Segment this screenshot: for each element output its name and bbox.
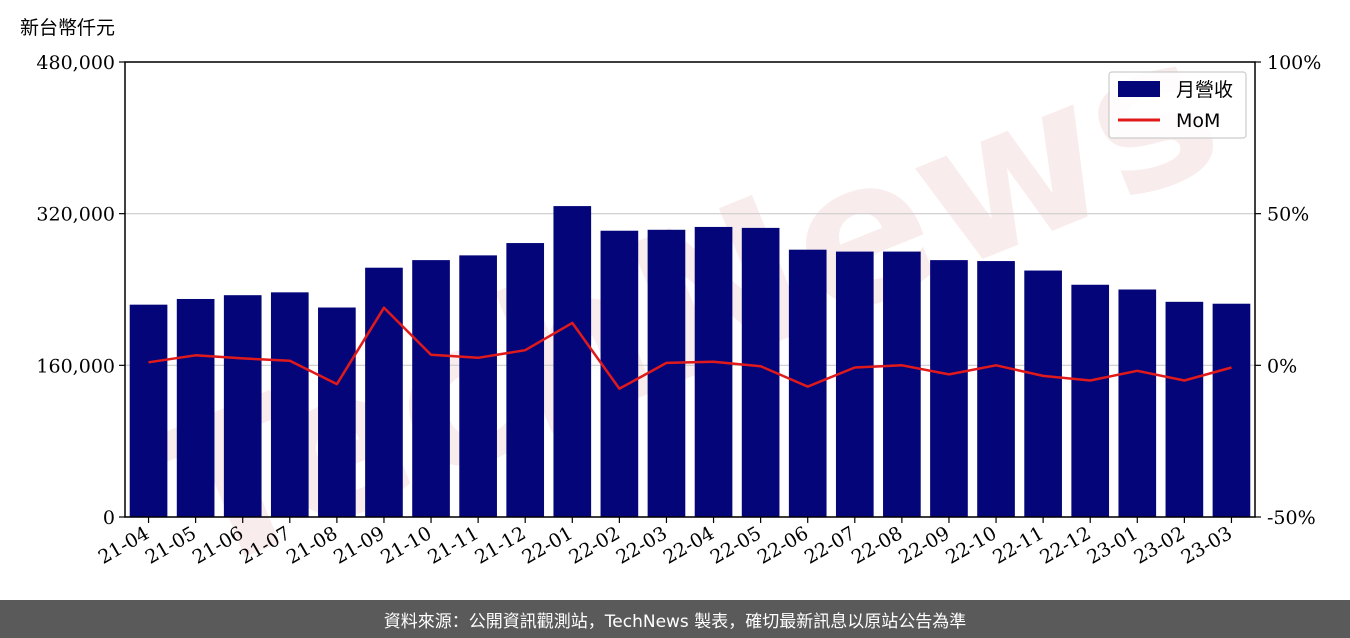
right-tick-label: 50%: [1267, 204, 1309, 226]
left-tick-label: 320,000: [36, 204, 115, 226]
bar-23-02: [1165, 301, 1204, 517]
bar-22-06: [788, 249, 827, 517]
legend-label-line: MoM: [1176, 110, 1220, 132]
bar-series: [129, 206, 1251, 518]
bar-22-08: [883, 251, 921, 518]
right-tick-label: 100%: [1267, 52, 1321, 74]
bar-21-10: [412, 260, 450, 517]
bar-22-12: [1071, 284, 1110, 517]
bar-22-11: [1024, 270, 1062, 517]
left-tick-label: 480,000: [36, 52, 115, 74]
x-tick-label-22-06: 22-06: [754, 522, 812, 568]
x-tick-label-21-04: 21-04: [95, 522, 153, 568]
left-tick-label: 0: [103, 507, 115, 529]
x-tick-label-22-10: 22-10: [942, 522, 1000, 568]
bar-22-02: [600, 230, 639, 517]
chart: TechNews 0160,000320,000480,000-50%0%50%…: [20, 0, 1321, 600]
legend: 月營收 MoM: [1108, 71, 1247, 139]
bar-23-03: [1212, 303, 1251, 517]
x-tick-label-23-03: 23-03: [1178, 522, 1236, 568]
legend-swatch-bar: [1118, 81, 1160, 97]
bar-22-09: [930, 260, 968, 517]
bar-21-12: [506, 243, 545, 518]
legend-label-bar: 月營收: [1176, 79, 1233, 101]
bar-21-07: [270, 292, 309, 517]
x-tick-label-22-07: 22-07: [801, 522, 859, 568]
x-tick-label-21-05: 21-05: [142, 522, 200, 568]
x-tick-label-21-12: 21-12: [471, 522, 529, 568]
x-tick-label-22-11: 22-11: [989, 522, 1047, 568]
x-tick-label-22-09: 22-09: [895, 522, 953, 568]
right-tick-label: 0%: [1267, 355, 1297, 377]
x-tick-label-23-02: 23-02: [1130, 522, 1188, 568]
plot-frame: [124, 61, 1256, 518]
bar-21-09: [365, 267, 403, 517]
bar-22-04: [694, 226, 733, 517]
bar-21-08: [318, 307, 356, 517]
x-tick-label-22-03: 22-03: [613, 522, 671, 568]
x-tick-label-22-05: 22-05: [707, 522, 765, 568]
mom-line: [148, 306, 1232, 390]
bar-23-01: [1118, 289, 1157, 517]
bar-21-06: [223, 295, 262, 517]
right-tick-label: -50%: [1267, 507, 1316, 529]
bar-21-04: [129, 304, 168, 517]
bar-22-01: [553, 206, 592, 518]
x-tick-label-22-04: 22-04: [660, 522, 718, 568]
mom-line-series: [148, 306, 1232, 390]
x-tick-label-22-08: 22-08: [848, 522, 906, 568]
x-tick-label-22-01: 22-01: [518, 522, 576, 568]
x-tick-label-23-01: 23-01: [1083, 522, 1141, 568]
x-tick-label-22-02: 22-02: [565, 522, 623, 568]
bar-21-05: [176, 298, 215, 517]
footer-text: 資料來源：公開資訊觀測站，TechNews 製表，確切最新訊息以原站公告為準: [383, 611, 967, 632]
bar-22-07: [835, 251, 874, 518]
footer-source-note: 資料來源：公開資訊觀測站，TechNews 製表，確切最新訊息以原站公告為準: [0, 600, 1350, 638]
left-tick-label: 160,000: [36, 355, 115, 377]
y-axis-label: 新台幣仟元: [20, 17, 115, 39]
bar-22-10: [977, 261, 1015, 517]
bar-22-03: [647, 229, 686, 517]
x-tick-label-22-12: 22-12: [1036, 522, 1094, 568]
bar-21-11: [459, 255, 497, 517]
